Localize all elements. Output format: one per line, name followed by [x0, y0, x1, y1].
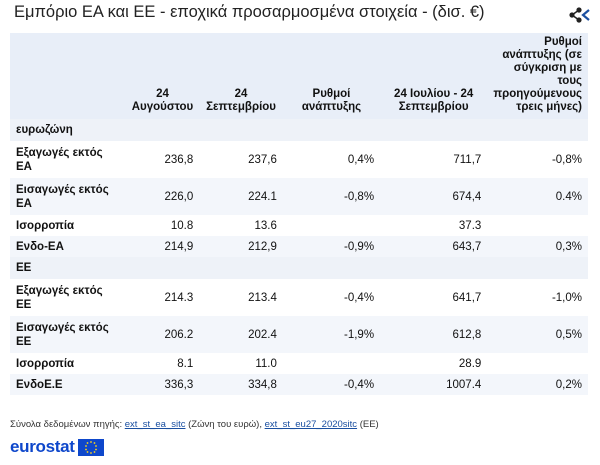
cell-sep: 213.4 — [248, 291, 277, 304]
cell-sep: 11.0 — [255, 357, 277, 370]
cell-growth-3m: 0,5% — [487, 316, 588, 353]
row-label: Ισορροπία — [16, 357, 75, 370]
table-header-row: 24 Αυγούστου 24 Σεπτεμβρίου Ρυθμοί ανάπτ… — [10, 33, 588, 119]
cell-period: 28.9 — [458, 357, 482, 370]
cell-period: 674,4 — [380, 178, 488, 215]
cell-growth-3m: 0,3% — [487, 236, 588, 257]
cell-sep: 13.6 — [254, 219, 277, 232]
cell-growth-3m — [487, 215, 588, 236]
source-note-ea: (Ζώνη του ευρώ), — [188, 419, 262, 430]
cell-period: 612,8 — [380, 316, 488, 353]
cell-sep: 224.1 — [199, 178, 283, 215]
cell-sep: 237,6 — [248, 153, 277, 166]
title-bar: Εμπόριο ΕΑ και ΕΕ - εποχικά προσαρμοσμέν… — [0, 0, 600, 32]
cell-sep: 202.4 — [199, 316, 283, 353]
cell-growth: -0,9% — [282, 236, 381, 257]
eu-flag-icon — [77, 438, 104, 456]
cell-period: 643,7 — [380, 236, 488, 257]
header-growth: Ρυθμοί ανάπτυξης — [282, 33, 381, 119]
row-label: Εισαγωγές εκτός ΕΑ — [10, 178, 126, 215]
cell-growth: -0,4% — [344, 291, 375, 304]
cell-growth — [283, 353, 380, 374]
table-row: Εξαγωγές εκτός ΕΕ 214.3 213.4 -0,4% 641,… — [10, 279, 588, 316]
row-label: Ισορροπία — [16, 219, 75, 232]
header-empty — [10, 33, 126, 119]
table-row: ΕνδοΕ.Ε 336,3 334,8 -0,4% 1007.4 0,2% — [10, 374, 588, 395]
table-row: Ενδο-ΕΑ 214,9 212,9 -0,9% 643,7 0,3% — [10, 236, 588, 257]
header-period: 24 Ιουλίου - 24 Σεπτεμβρίου — [380, 33, 488, 119]
cell-growth-3m: -1,0% — [551, 291, 582, 304]
row-label: Εξαγωγές εκτός ΕΑ — [16, 146, 103, 173]
row-label: ΕνδοΕ.Ε — [10, 374, 126, 395]
cell-growth-3m: -0,8% — [551, 153, 582, 166]
share-icon[interactable] — [568, 6, 590, 24]
section-label: ΕΕ — [10, 257, 588, 279]
eurostat-logo[interactable]: eurostat — [10, 436, 104, 458]
cell-growth-3m: 0,2% — [487, 374, 588, 395]
trade-table: 24 Αυγούστου 24 Σεπτεμβρίου Ρυθμοί ανάπτ… — [10, 33, 588, 395]
cell-aug: 214,9 — [125, 236, 200, 257]
page-title: Εμπόριο ΕΑ και ΕΕ - εποχικά προσαρμοσμέν… — [14, 3, 485, 21]
table-row: Εξαγωγές εκτός ΕΑ 236,8 237,6 0,4% 711,7… — [10, 141, 588, 178]
cell-aug: 206.2 — [125, 316, 200, 353]
cell-sep: 212,9 — [199, 236, 283, 257]
cell-growth-3m — [487, 353, 588, 374]
cell-growth-3m: 0.4% — [487, 178, 588, 215]
cell-growth: 0,4% — [347, 153, 375, 166]
cell-aug: 214.3 — [164, 291, 194, 304]
table-row: Εισαγωγές εκτός ΕΕ 206.2 202.4 -1,9% 612… — [10, 316, 588, 353]
header-growth-3m: Ρυθμοί ανάπτυξης (σε σύγκριση με τους πρ… — [487, 33, 588, 119]
row-label: Ενδο-ΕΑ — [10, 236, 126, 257]
cell-aug: 8.1 — [177, 357, 194, 370]
source-datasets: Σύνολα δεδομένων πηγής: ext_st_ea_sitc (… — [10, 419, 379, 430]
cell-period: 711,7 — [453, 153, 482, 166]
source-note-eu: (ΕΕ) — [359, 419, 379, 430]
header-aug: 24 Αυγούστου — [125, 33, 200, 119]
sources-prefix: Σύνολα δεδομένων πηγής: — [10, 419, 123, 430]
table-row: Ισορροπία 8.1 11.0 28.9 — [10, 353, 588, 374]
cell-growth — [283, 215, 380, 236]
cell-growth: -0,4% — [282, 374, 381, 395]
table-row: Ισορροπία 10.8 13.6 37.3 — [10, 215, 588, 236]
header-sep: 24 Σεπτεμβρίου — [199, 33, 283, 119]
source-link-ea[interactable]: ext_st_ea_sitc — [124, 419, 186, 430]
cell-period: 641,7 — [452, 291, 482, 304]
cell-period: 1007.4 — [380, 374, 488, 395]
table-row: Εισαγωγές εκτός ΕΑ 226,0 224.1 -0,8% 674… — [10, 178, 588, 215]
cell-aug: 10.8 — [170, 219, 194, 232]
cell-aug: 336,3 — [125, 374, 200, 395]
logo-text: eurostat — [10, 437, 75, 456]
section-label: ευρωζώνη — [10, 119, 588, 141]
row-label: Εξαγωγές εκτός ΕΕ — [16, 284, 103, 311]
cell-growth: -1,9% — [282, 316, 381, 353]
cell-sep: 334,8 — [199, 374, 283, 395]
cell-aug: 236,8 — [164, 153, 194, 166]
cell-period: 37.3 — [458, 219, 482, 232]
source-link-eu[interactable]: ext_st_eu27_2020sitc — [264, 419, 358, 430]
row-label: Εισαγωγές εκτός ΕΕ — [10, 316, 126, 353]
section-row-eurozone: ευρωζώνη — [10, 119, 588, 141]
section-row-eu: ΕΕ — [10, 257, 588, 279]
cell-growth: -0,8% — [282, 178, 381, 215]
cell-aug: 226,0 — [125, 178, 200, 215]
